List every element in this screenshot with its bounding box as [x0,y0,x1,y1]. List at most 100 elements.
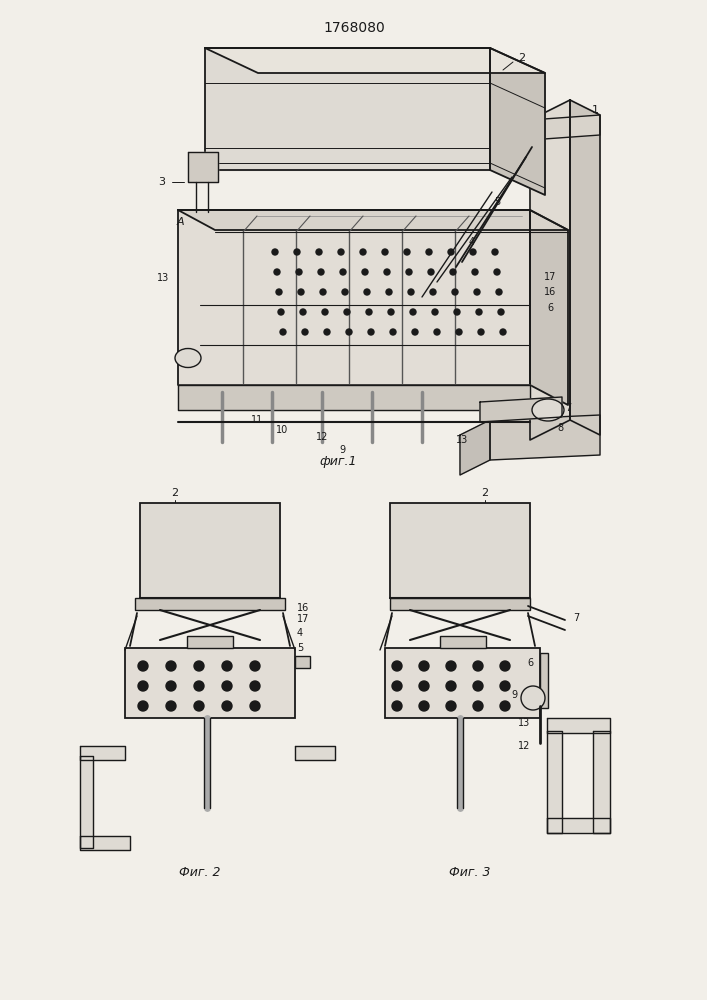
Polygon shape [188,152,218,182]
Circle shape [166,701,176,711]
Circle shape [500,701,510,711]
Circle shape [426,249,432,255]
Polygon shape [547,718,610,733]
Circle shape [344,309,350,315]
Circle shape [500,329,506,335]
Polygon shape [205,48,545,73]
Text: 13: 13 [518,718,530,728]
Text: 2: 2 [171,488,179,498]
Polygon shape [593,731,610,833]
Polygon shape [178,210,530,385]
Circle shape [382,249,388,255]
Circle shape [473,661,483,671]
Text: 8: 8 [557,423,563,433]
Circle shape [392,661,402,671]
Polygon shape [490,415,600,460]
Bar [135,598,285,610]
Circle shape [452,289,458,295]
Text: 6: 6 [547,303,553,313]
Circle shape [494,269,500,275]
Text: 13: 13 [157,273,169,283]
Circle shape [498,309,504,315]
Circle shape [138,681,148,691]
Text: 2: 2 [481,488,489,498]
Text: 2: 2 [518,53,525,63]
Circle shape [222,661,232,671]
Polygon shape [178,385,530,410]
Text: 11: 11 [251,415,263,425]
Circle shape [496,289,502,295]
Text: 9: 9 [339,445,345,455]
Circle shape [473,681,483,691]
Polygon shape [80,746,125,760]
Polygon shape [490,48,545,195]
Circle shape [298,289,304,295]
Circle shape [408,289,414,295]
Circle shape [454,309,460,315]
Bar [385,648,540,718]
Bar [390,503,530,598]
Bar [540,653,548,708]
Text: 10: 10 [276,425,288,435]
Circle shape [138,701,148,711]
Text: Фиг. 3: Фиг. 3 [449,866,491,880]
Circle shape [280,329,286,335]
Polygon shape [80,836,130,850]
Circle shape [392,701,402,711]
Polygon shape [530,100,570,440]
Text: 5: 5 [494,197,500,207]
Circle shape [473,701,483,711]
Circle shape [316,249,322,255]
Circle shape [446,661,456,671]
Circle shape [360,249,366,255]
Circle shape [384,269,390,275]
Circle shape [474,289,480,295]
Text: 13: 13 [456,435,468,445]
Text: 12: 12 [316,432,328,442]
Text: 17: 17 [297,614,310,624]
Circle shape [476,309,482,315]
Circle shape [434,329,440,335]
Circle shape [222,701,232,711]
Bar [125,648,295,718]
Circle shape [521,686,545,710]
Polygon shape [530,210,568,405]
Circle shape [478,329,484,335]
Text: 17: 17 [544,272,556,282]
Text: 12: 12 [518,741,530,751]
Circle shape [250,661,260,671]
Circle shape [324,329,330,335]
Ellipse shape [532,399,564,421]
Circle shape [346,329,352,335]
Circle shape [472,269,478,275]
Text: 9: 9 [511,690,517,700]
Text: 4: 4 [469,237,475,247]
Circle shape [250,701,260,711]
Circle shape [450,269,456,275]
Circle shape [500,681,510,691]
Text: Фиг. 2: Фиг. 2 [180,866,221,880]
Circle shape [404,249,410,255]
Circle shape [194,681,204,691]
Polygon shape [547,731,562,833]
Circle shape [320,289,326,295]
Circle shape [272,249,278,255]
Circle shape [338,249,344,255]
Circle shape [492,249,498,255]
Circle shape [470,249,476,255]
Circle shape [410,309,416,315]
Circle shape [364,289,370,295]
Polygon shape [205,48,490,170]
Circle shape [194,701,204,711]
Circle shape [250,681,260,691]
Polygon shape [547,818,610,833]
Circle shape [340,269,346,275]
Circle shape [222,681,232,691]
Text: 7: 7 [573,613,579,623]
Text: 6: 6 [527,658,533,668]
Bar [440,636,486,648]
Circle shape [446,681,456,691]
Circle shape [419,661,429,671]
Text: A: A [176,217,184,227]
Text: 7: 7 [565,403,571,413]
